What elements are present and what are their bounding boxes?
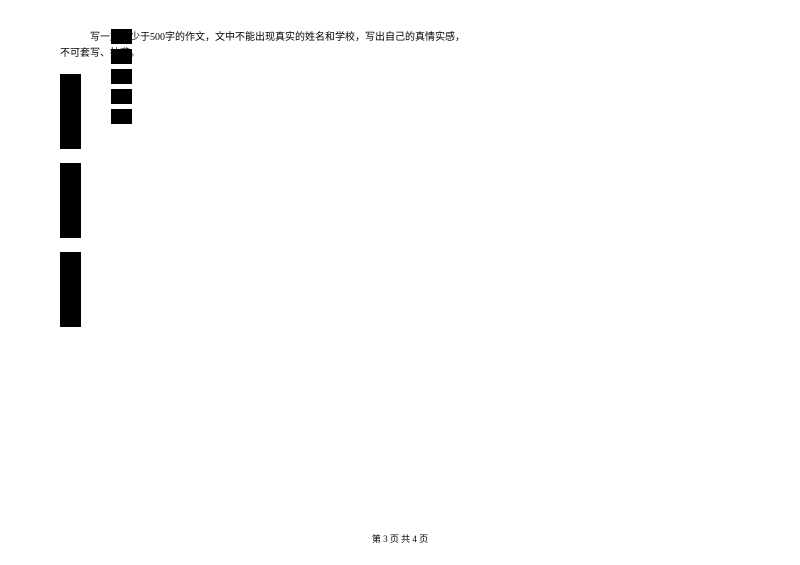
- right-column: [111, 29, 132, 327]
- writing-grid-row: [60, 74, 81, 89]
- writing-grid-row: [111, 89, 132, 104]
- writing-grid-block: [111, 29, 132, 44]
- writing-grid-row: [60, 282, 81, 297]
- writing-grid-cell[interactable]: [79, 179, 80, 193]
- writing-grid-block: [111, 89, 132, 104]
- writing-grid-cell[interactable]: [79, 120, 80, 134]
- writing-grid-cell[interactable]: [79, 298, 80, 312]
- writing-grid-cell[interactable]: [79, 75, 80, 89]
- writing-grid-cell[interactable]: [79, 209, 80, 223]
- writing-grid-row: [60, 119, 81, 134]
- writing-grid-block: [111, 69, 132, 84]
- writing-grid-cell[interactable]: [79, 224, 80, 237]
- writing-grid-row: [111, 69, 132, 84]
- writing-grid-columns: [60, 74, 740, 327]
- writing-grid-row: [60, 267, 81, 282]
- writing-grid-block: [60, 163, 81, 238]
- writing-grid-cell[interactable]: [79, 283, 80, 297]
- page-number: 第 3 页 共 4 页: [372, 534, 428, 544]
- page-content: 写一篇不少于500字的作文，文中不能出现真实的姓名和学校，写出自己的真情实感， …: [0, 0, 800, 327]
- writing-grid-cell[interactable]: [79, 90, 80, 104]
- writing-grid-cell[interactable]: [79, 253, 80, 267]
- writing-grid-row: [60, 134, 81, 149]
- writing-grid-cell[interactable]: [130, 70, 131, 83]
- writing-grid-cell[interactable]: [79, 135, 80, 148]
- page-footer: 第 3 页 共 4 页: [0, 532, 800, 545]
- writing-grid-row: [60, 89, 81, 104]
- writing-grid-block: [60, 252, 81, 327]
- writing-grid-cell[interactable]: [79, 105, 80, 119]
- writing-grid-row: [60, 223, 81, 238]
- writing-grid-row: [60, 163, 81, 178]
- writing-grid-cell[interactable]: [79, 164, 80, 178]
- writing-grid-row: [60, 312, 81, 327]
- writing-grid-row: [111, 49, 132, 64]
- writing-grid-row: [111, 109, 132, 124]
- writing-grid-block: [111, 109, 132, 124]
- writing-grid-block: [111, 49, 132, 64]
- writing-grid-cell[interactable]: [79, 313, 80, 326]
- writing-grid-row: [60, 193, 81, 208]
- writing-grid-row: [60, 297, 81, 312]
- writing-grid-cell[interactable]: [130, 30, 131, 43]
- writing-grid-cell[interactable]: [130, 50, 131, 63]
- writing-grid-block: [60, 74, 81, 149]
- writing-grid-row: [60, 252, 81, 267]
- writing-grid-cell[interactable]: [79, 194, 80, 208]
- left-column: [60, 74, 81, 327]
- writing-grid-cell[interactable]: [79, 268, 80, 282]
- instruction-text: 写一篇不少于500字的作文，文中不能出现真实的姓名和学校，写出自己的真情实感， …: [60, 30, 740, 62]
- writing-grid-row: [111, 29, 132, 44]
- writing-grid-cell[interactable]: [130, 90, 131, 103]
- instruction-line1: 写一篇不少于500字的作文，文中不能出现真实的姓名和学校，写出自己的真情实感，: [90, 32, 465, 43]
- writing-grid-row: [60, 178, 81, 193]
- writing-grid-row: [60, 104, 81, 119]
- writing-grid-cell[interactable]: [130, 110, 131, 123]
- writing-grid-row: [60, 208, 81, 223]
